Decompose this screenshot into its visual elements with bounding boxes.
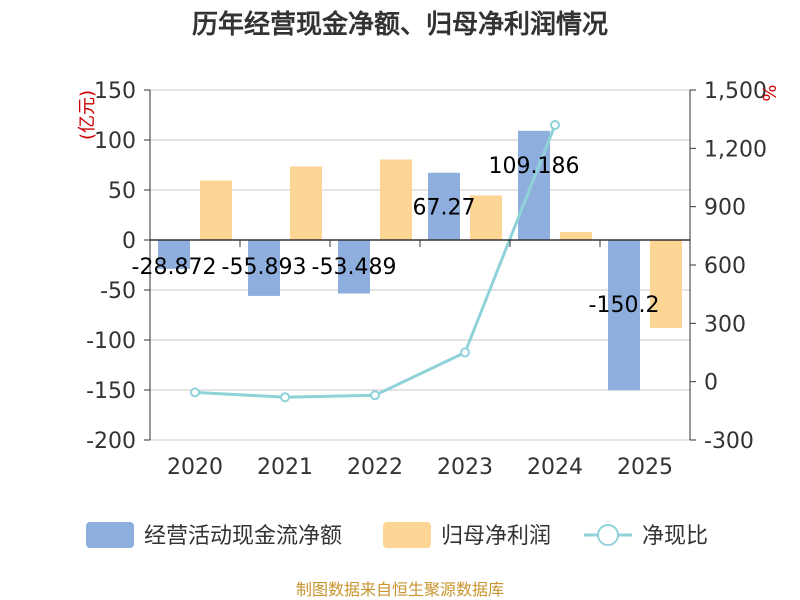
- bar-net-profit: [200, 180, 232, 240]
- legend-swatch-net-profit: [383, 522, 431, 548]
- y-left-tick-label: 150: [94, 79, 136, 104]
- x-tick-label: 2021: [257, 455, 313, 480]
- x-tick-label: 2023: [437, 455, 493, 480]
- bar-net-profit: [470, 195, 502, 240]
- y-right-tick-label: 300: [704, 312, 746, 337]
- y-right-tick-label: 0: [704, 371, 718, 396]
- y-left-tick-label: 50: [108, 179, 136, 204]
- legend: 经营活动现金流净额 归母净利润 净现比: [86, 522, 708, 549]
- y-left-tick-label: -200: [86, 429, 136, 454]
- x-tick-label: 2022: [347, 455, 403, 480]
- legend-label-ratio: 净现比: [642, 524, 708, 549]
- bar-operating-cashflow: [428, 172, 460, 240]
- bar-operating-cashflow: [338, 240, 370, 294]
- source-note: 制图数据来自恒生聚源数据库: [296, 580, 504, 599]
- y-left-tick-label: 100: [94, 129, 136, 154]
- ratio-point: [460, 347, 470, 358]
- data-label: -150.2: [589, 293, 660, 318]
- data-label: 67.27: [413, 196, 476, 221]
- y-right-axis-label: %: [758, 84, 779, 101]
- bar-operating-cashflow: [248, 240, 280, 296]
- ratio-point: [370, 390, 380, 401]
- legend-label-operating-cashflow: 经营活动现金流净额: [144, 524, 342, 549]
- x-tick-label: 2024: [527, 455, 583, 480]
- bar-net-profit: [380, 159, 412, 240]
- data-label: -53.489: [312, 255, 397, 280]
- ratio-point: [280, 392, 290, 403]
- data-label: -28.872: [132, 255, 217, 280]
- ratio-point: [550, 120, 560, 130]
- y-left-tick-label: -100: [86, 329, 136, 354]
- y-left-axis-label: (亿元): [77, 90, 98, 140]
- bar-net-profit: [650, 240, 682, 328]
- y-right-tick-label: 1,200: [704, 137, 767, 162]
- line-series: [190, 120, 560, 403]
- y-left-tick-label: -50: [100, 279, 136, 304]
- data-label: -55.893: [222, 255, 307, 280]
- legend-label-net-profit: 归母净利润: [441, 524, 551, 549]
- y-right-tick-label: -300: [704, 429, 754, 454]
- y-right-tick-label: 1,500: [704, 79, 767, 104]
- y-right-tick-label: 900: [704, 196, 746, 221]
- bars: [158, 130, 682, 391]
- bar-operating-cashflow: [608, 240, 640, 391]
- chart-title: 历年经营现金净额、归母净利润情况: [192, 9, 608, 40]
- ratio-point: [190, 387, 200, 398]
- bar-operating-cashflow: [158, 240, 190, 269]
- data-label: 109.186: [489, 154, 580, 179]
- x-tick-label: 2025: [617, 455, 673, 480]
- legend-swatch-ratio-marker: [597, 524, 619, 546]
- y-left-tick-label: -150: [86, 379, 136, 404]
- y-right-tick-label: 600: [704, 254, 746, 279]
- axes: 150 100 50 0 -50 -100 -150 -200 1,500 1,200 900 600…: [86, 79, 767, 480]
- data-labels: -28.872 -55.893 -53.489 67.27 109.186 -150.2: [132, 154, 660, 318]
- x-tick-label: 2020: [167, 455, 223, 480]
- bar-net-profit: [560, 232, 592, 240]
- legend-swatch-operating-cashflow: [86, 522, 134, 548]
- bar-net-profit: [290, 166, 322, 240]
- y-left-tick-label: 0: [122, 229, 136, 254]
